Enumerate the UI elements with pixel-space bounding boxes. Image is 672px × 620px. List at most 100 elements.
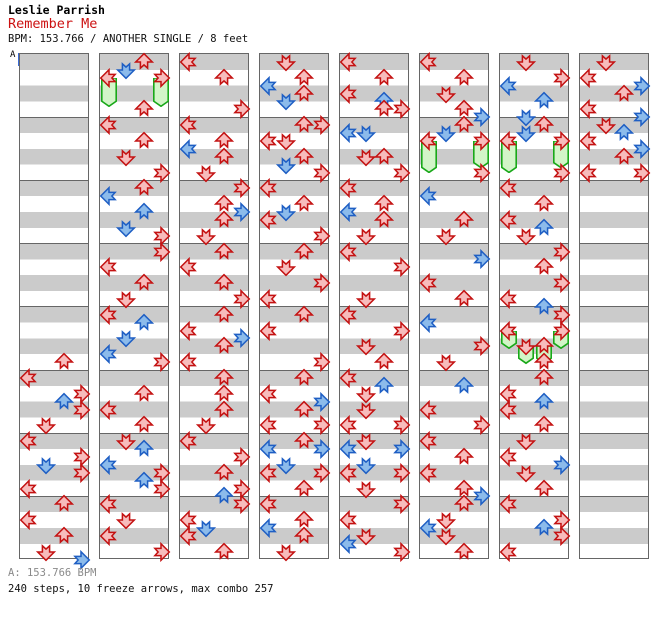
arrow-up-icon (533, 479, 554, 498)
arrow-up-icon (533, 92, 554, 110)
arrow-down-icon (276, 258, 297, 277)
arrow-up-icon (293, 242, 314, 261)
arrow-right-icon (312, 391, 331, 412)
arrow-up-icon (133, 384, 154, 403)
arrow-down-icon (436, 511, 457, 530)
arrow-left-icon (259, 462, 278, 483)
arrow-right-icon (152, 541, 171, 562)
arrow-down-icon (116, 61, 137, 80)
arrow-up-icon (53, 392, 74, 411)
arrow-up-icon (533, 392, 554, 411)
measure-divider (99, 369, 169, 371)
measure-divider (499, 432, 569, 434)
arrow-up-icon (373, 210, 394, 229)
arrow-right-icon (472, 130, 491, 152)
arrow-left-icon (499, 383, 518, 404)
arrow-up-icon (373, 352, 394, 371)
arrow-down-icon (516, 53, 537, 72)
arrow-up-icon (133, 202, 154, 221)
arrow-left-icon (99, 114, 118, 136)
arrow-up-icon (613, 123, 634, 142)
arrow-left-icon (419, 130, 438, 152)
measure-divider (579, 243, 649, 245)
arrow-down-icon (116, 511, 137, 530)
arrow-right-icon (312, 272, 331, 294)
arrow-right-icon (632, 107, 651, 128)
arrow-up-icon (133, 415, 154, 434)
arrow-up-icon (213, 542, 234, 561)
arrow-down-icon (196, 416, 217, 435)
arrow-left-icon (259, 438, 278, 460)
arrow-left-icon (499, 320, 518, 341)
song-title: Remember Me (8, 16, 98, 32)
measure-divider (99, 495, 169, 497)
arrow-left-icon (579, 99, 598, 120)
arrow-left-icon (99, 494, 118, 515)
arrow-right-icon (392, 541, 411, 562)
arrow-up-icon (373, 194, 394, 213)
arrow-down-icon (356, 456, 377, 475)
arrow-up-icon (293, 510, 314, 529)
arrow-up-icon (533, 115, 554, 134)
arrow-left-icon (339, 83, 358, 104)
arrow-right-icon (152, 225, 171, 246)
arrow-right-icon (232, 446, 251, 468)
arrow-up-icon (533, 415, 554, 434)
measure-divider (19, 432, 89, 434)
arrow-left-icon (259, 415, 278, 436)
arrow-right-icon (472, 415, 491, 436)
arrow-left-icon (179, 114, 198, 136)
arrow-up-icon (133, 178, 154, 197)
arrow-left-icon (19, 367, 38, 389)
arrow-up-icon (293, 115, 314, 134)
arrow-right-icon (552, 67, 571, 88)
freeze-tail (500, 140, 517, 177)
arrow-up-icon (453, 447, 474, 466)
arrow-up-icon (453, 479, 474, 498)
arrow-up-icon (453, 210, 474, 229)
arrow-up-icon (453, 68, 474, 87)
chart-column (99, 52, 171, 562)
arrow-right-icon (232, 328, 251, 349)
arrow-down-icon (276, 53, 297, 72)
arrow-up-icon (133, 471, 154, 490)
arrow-left-icon (499, 209, 518, 231)
arrow-down-icon (116, 329, 137, 348)
arrow-left-icon (179, 138, 198, 159)
arrow-down-icon (356, 385, 377, 404)
measure-divider (259, 432, 329, 434)
arrow-left-icon (179, 509, 198, 531)
arrow-down-icon (516, 227, 537, 246)
arrow-up-icon (293, 400, 314, 419)
measure-divider (579, 116, 649, 118)
arrow-down-icon (276, 203, 297, 222)
arrow-down-icon (516, 108, 537, 127)
measure-divider (259, 306, 329, 308)
arrow-down-icon (356, 480, 377, 498)
arrow-right-icon (72, 549, 91, 570)
arrow-left-icon (339, 178, 358, 199)
arrow-left-icon (499, 288, 518, 310)
arrow-up-icon (293, 84, 314, 103)
arrow-up-icon (213, 336, 234, 355)
arrow-right-icon (392, 438, 411, 460)
measure-divider (339, 116, 409, 118)
arrow-down-icon (516, 432, 537, 451)
arrow-right-icon (552, 509, 571, 531)
chart-info-line: BPM: 153.766 / ANOTHER SINGLE / 8 feet (8, 33, 249, 45)
arrow-left-icon (99, 525, 118, 547)
arrow-up-icon (213, 400, 234, 419)
arrow-right-icon (632, 75, 651, 96)
arrow-left-icon (339, 304, 358, 325)
arrow-down-icon (36, 456, 57, 475)
arrow-down-icon (116, 432, 137, 451)
arrow-up-icon (373, 68, 394, 87)
arrow-down-icon (116, 148, 137, 167)
arrow-right-icon (392, 162, 411, 183)
arrow-right-icon (632, 138, 651, 159)
arrow-down-icon (276, 156, 297, 174)
arrow-up-icon (133, 99, 154, 118)
arrow-up-icon (53, 526, 74, 545)
arrow-left-icon (259, 178, 278, 199)
arrow-up-icon (293, 479, 314, 498)
